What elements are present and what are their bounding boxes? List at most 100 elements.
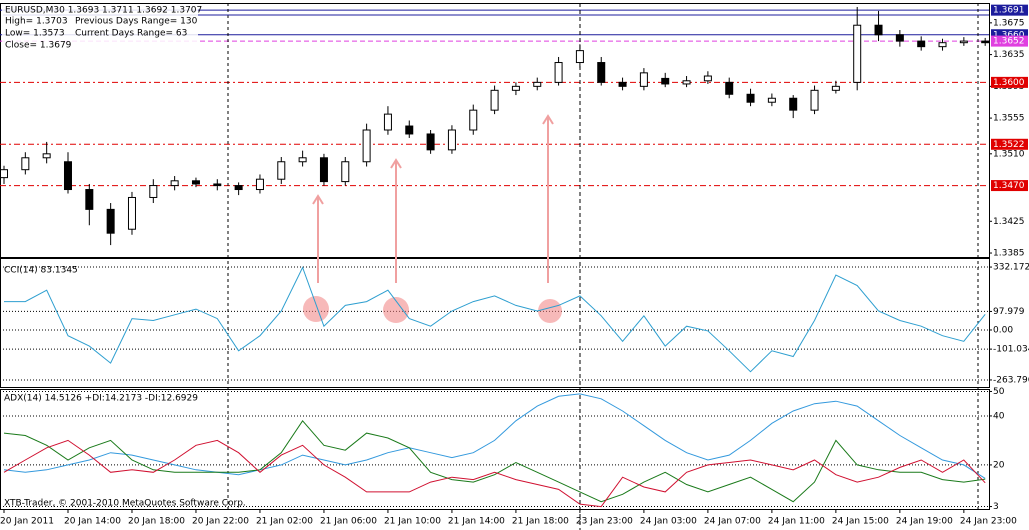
data-line <box>3 439 986 508</box>
panel-title: ADX(14) 14.5126 +DI:14.2173 -DI:12.6929 <box>4 394 198 404</box>
candle-body <box>597 62 606 83</box>
info: High= 1.3703 <box>5 17 68 27</box>
candle-body <box>21 157 30 171</box>
y-tick-label: 1.3635 <box>993 50 1025 60</box>
x-tick-label: 20 Jan 14:00 <box>64 517 121 527</box>
candle-body <box>959 40 968 44</box>
panel-frame <box>0 258 990 388</box>
candle-body <box>170 180 179 187</box>
x-tick-label: 24 Jan 07:00 <box>704 517 761 527</box>
candle-body <box>341 161 350 183</box>
candle-body <box>703 75 712 82</box>
arrows <box>312 114 554 283</box>
info: Current Days Range= 63 <box>75 29 187 39</box>
level-label: 1.3691 <box>993 6 1025 16</box>
y-tick-label: 50 <box>993 387 1005 397</box>
y-tick-label: 332.1720 <box>993 263 1029 273</box>
info: Previous Days Range= 130 <box>75 17 198 27</box>
candle-body <box>362 129 371 163</box>
panel-frame <box>0 389 990 510</box>
y-tick-label: 1.3510 <box>993 149 1025 159</box>
candle-body <box>42 153 51 159</box>
panel-title: CCI(14) 83.1345 <box>4 266 78 276</box>
candle-body <box>938 42 947 48</box>
x-tick-label: 21 Jan 18:00 <box>512 517 569 527</box>
candle-body <box>127 196 136 230</box>
candle-body <box>426 133 435 151</box>
candle-body <box>575 50 584 64</box>
candle-body <box>319 157 328 183</box>
x-tick-label: 21 Jan 06:00 <box>320 517 377 527</box>
candle-body <box>554 62 563 83</box>
candle-body <box>981 40 990 44</box>
candle-body <box>533 81 542 87</box>
arrow <box>312 194 324 283</box>
x-tick-label: 21 Jan 14:00 <box>448 517 505 527</box>
level-label-box <box>991 4 1028 16</box>
info-box <box>2 4 198 52</box>
candle-body <box>789 97 798 111</box>
data-line <box>3 393 986 479</box>
candle-body <box>0 169 8 179</box>
candle-body <box>447 129 456 151</box>
chart-title: EURUSD,M30 1.3693 1.3711 1.3692 1.3707 <box>5 6 202 16</box>
y-tick-label: 3 <box>993 502 999 512</box>
level-label: 1.3600 <box>993 78 1025 88</box>
y-tick-label: 1.3555 <box>993 114 1025 124</box>
x-tick-label: 20 Jan 18:00 <box>128 517 185 527</box>
candle-body <box>298 157 307 163</box>
x-tick-label: 21 Jan 10:00 <box>384 517 441 527</box>
level-label-box <box>991 76 1028 88</box>
level-label-box <box>991 138 1028 150</box>
candle-body <box>234 185 243 191</box>
x-tick-label: 23 Jan 23:00 <box>576 517 633 527</box>
highlight-circle <box>538 299 562 323</box>
candle-body <box>191 180 200 185</box>
candle-body <box>639 72 648 87</box>
candle-body <box>767 97 776 103</box>
candle-body <box>725 81 734 95</box>
y-tick-label: 40 <box>993 411 1005 421</box>
highlight-circle <box>383 297 409 323</box>
level-label: 1.3660 <box>993 30 1025 40</box>
info: Low= 1.3573 <box>5 29 65 39</box>
level-label: 1.3652 <box>993 37 1025 47</box>
candle-body <box>277 161 286 180</box>
footer: XTB-Trader, © 2001-2010 MetaQuotes Softw… <box>4 499 246 509</box>
y-tick-label: 0.00 <box>993 325 1013 335</box>
candle-body <box>511 85 520 91</box>
candle-body <box>469 109 478 131</box>
x-tick-label: 24 Jan 15:00 <box>832 517 889 527</box>
candle-body <box>383 113 392 131</box>
x-tick-label: 24 Jan 03:00 <box>640 517 697 527</box>
y-tick-label: -101.034 <box>993 345 1029 355</box>
candle-body <box>255 178 264 191</box>
candle-body <box>213 183 222 187</box>
level-label-box <box>991 180 1028 192</box>
panel-frame <box>0 3 990 258</box>
candle-body <box>853 24 862 83</box>
candle-body <box>682 80 691 85</box>
level-label-box <box>991 35 1028 47</box>
x-tick-label: 24 Jan 11:00 <box>768 517 825 527</box>
candle-body <box>661 77 670 85</box>
x-tick-label: 24 Jan 23:00 <box>960 517 1017 527</box>
candle-body <box>63 161 72 191</box>
x-tick-label: 20 Jan 2011 <box>0 517 54 527</box>
info: Close= 1.3679 <box>5 41 72 51</box>
candle-body <box>746 93 755 103</box>
candle-body <box>831 85 840 91</box>
candle-body <box>618 81 627 87</box>
level-label-box <box>991 29 1028 41</box>
level-label: 1.3470 <box>993 181 1025 191</box>
highlight-circle <box>303 296 329 322</box>
arrow <box>390 158 402 283</box>
y-tick-label: 20 <box>993 460 1005 470</box>
arrow <box>542 114 554 283</box>
y-tick-label: 1.3385 <box>993 249 1025 259</box>
x-tick-label: 24 Jan 19:00 <box>896 517 953 527</box>
x-tick-label: 21 Jan 02:00 <box>256 517 313 527</box>
candle-body <box>405 125 414 135</box>
